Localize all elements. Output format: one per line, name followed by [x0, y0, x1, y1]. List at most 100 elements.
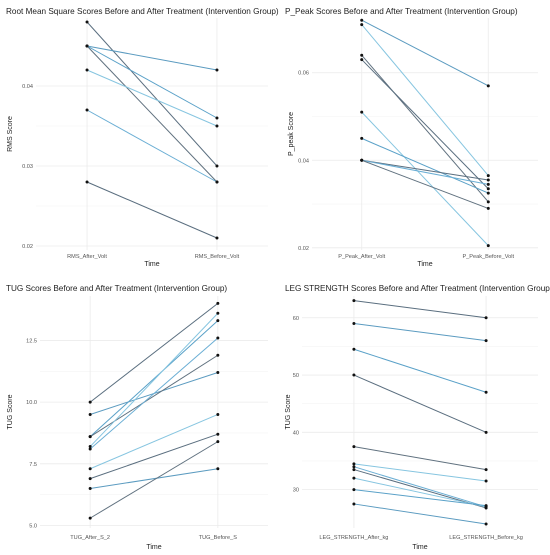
data-point: [216, 412, 220, 416]
series-line: [361, 24, 489, 176]
data-point: [215, 164, 219, 168]
data-point: [88, 400, 92, 404]
series-line: [361, 59, 489, 190]
series-line: [89, 414, 219, 470]
series-line: [353, 477, 487, 508]
series-line: [86, 21, 218, 167]
y-axis-label: P_peak Score: [288, 112, 295, 156]
x-tick-label: RMS_After_Volt: [67, 254, 107, 260]
data-point: [484, 479, 488, 483]
data-point: [85, 68, 89, 72]
data-point: [216, 319, 220, 323]
series-line: [353, 374, 487, 433]
panel-4: LEG STRENGTH Scores Before and After Tre…: [285, 284, 550, 551]
data-point: [360, 158, 364, 162]
data-point: [352, 465, 356, 469]
x-axis-label: Time: [412, 544, 427, 551]
y-tick-label: 12.5: [26, 338, 37, 344]
data-point: [352, 445, 356, 449]
chart-title: TUG Scores Before and After Treatment (I…: [6, 284, 227, 293]
series-line: [353, 503, 487, 525]
x-tick-label: LEG_STRENGTH_Before_kg: [449, 535, 523, 541]
data-point: [215, 68, 219, 72]
y-tick-label: 40: [293, 430, 299, 436]
data-point: [486, 182, 490, 186]
data-point: [85, 20, 89, 24]
data-point: [484, 522, 488, 526]
data-point: [85, 108, 89, 112]
panel-3: TUG Scores Before and After Treatment (I…: [6, 284, 268, 551]
data-point: [484, 339, 488, 343]
series-line: [361, 137, 489, 194]
series-line: [86, 45, 218, 183]
data-point: [88, 447, 92, 451]
data-point: [352, 502, 356, 506]
data-point: [486, 174, 490, 178]
data-point: [486, 191, 490, 195]
y-axis-label: TUG Score: [285, 394, 292, 429]
data-point: [360, 23, 364, 27]
y-tick-label: 5.0: [29, 524, 37, 530]
data-point: [88, 477, 92, 481]
data-point: [484, 316, 488, 320]
data-point: [85, 44, 89, 48]
y-tick-label: 7.5: [29, 462, 37, 468]
data-point: [352, 299, 356, 303]
data-point: [216, 336, 220, 340]
y-axis-label: RMS Score: [7, 116, 14, 152]
data-point: [352, 462, 356, 466]
y-tick-label: 0.04: [298, 158, 309, 164]
series-line: [361, 54, 489, 203]
panel-1: Root Mean Square Scores Before and After…: [6, 7, 279, 268]
data-point: [360, 18, 364, 22]
data-point: [484, 504, 488, 508]
chart-title: Root Mean Square Scores Before and After…: [6, 7, 279, 16]
x-tick-label: P_Peak_After_Volt: [338, 254, 385, 260]
series-line: [86, 45, 218, 71]
data-point: [88, 412, 92, 416]
data-point: [486, 200, 490, 204]
data-point: [215, 124, 219, 128]
series-line: [89, 320, 219, 438]
series-line: [353, 348, 487, 393]
series-line: [361, 159, 489, 209]
data-point: [352, 347, 356, 351]
data-point: [215, 116, 219, 120]
x-tick-label: TUG_After_S_2: [70, 535, 110, 541]
data-point: [216, 353, 220, 357]
y-tick-label: 10.0: [26, 400, 37, 406]
series-line: [353, 300, 487, 319]
data-point: [216, 432, 220, 436]
x-axis-label: Time: [146, 544, 161, 551]
y-tick-label: 0.06: [298, 71, 309, 77]
x-axis-label: Time: [144, 261, 159, 268]
y-tick-label: 0.02: [22, 244, 33, 250]
y-axis-label: TUG Score: [7, 394, 14, 429]
data-point: [88, 487, 92, 491]
series-line: [86, 69, 218, 127]
data-point: [486, 206, 490, 210]
series-line: [89, 433, 219, 480]
series-line: [86, 45, 218, 119]
series-line: [90, 468, 218, 490]
y-tick-label: 0.03: [22, 164, 33, 170]
series-line: [353, 489, 487, 507]
data-point: [215, 180, 219, 184]
series-line: [89, 337, 219, 450]
data-point: [88, 445, 92, 449]
series-line: [89, 441, 219, 519]
data-point: [216, 301, 220, 305]
data-point: [360, 58, 364, 62]
data-point: [88, 516, 92, 520]
x-tick-label: P_Peak_Before_Volt: [462, 254, 514, 260]
data-point: [85, 180, 89, 184]
data-point: [216, 311, 220, 315]
series-line: [353, 466, 487, 508]
data-point: [360, 53, 364, 57]
data-point: [486, 187, 490, 191]
x-axis-label: Time: [417, 261, 432, 268]
data-point: [486, 178, 490, 182]
series-line: [86, 109, 218, 183]
data-point: [352, 468, 356, 472]
